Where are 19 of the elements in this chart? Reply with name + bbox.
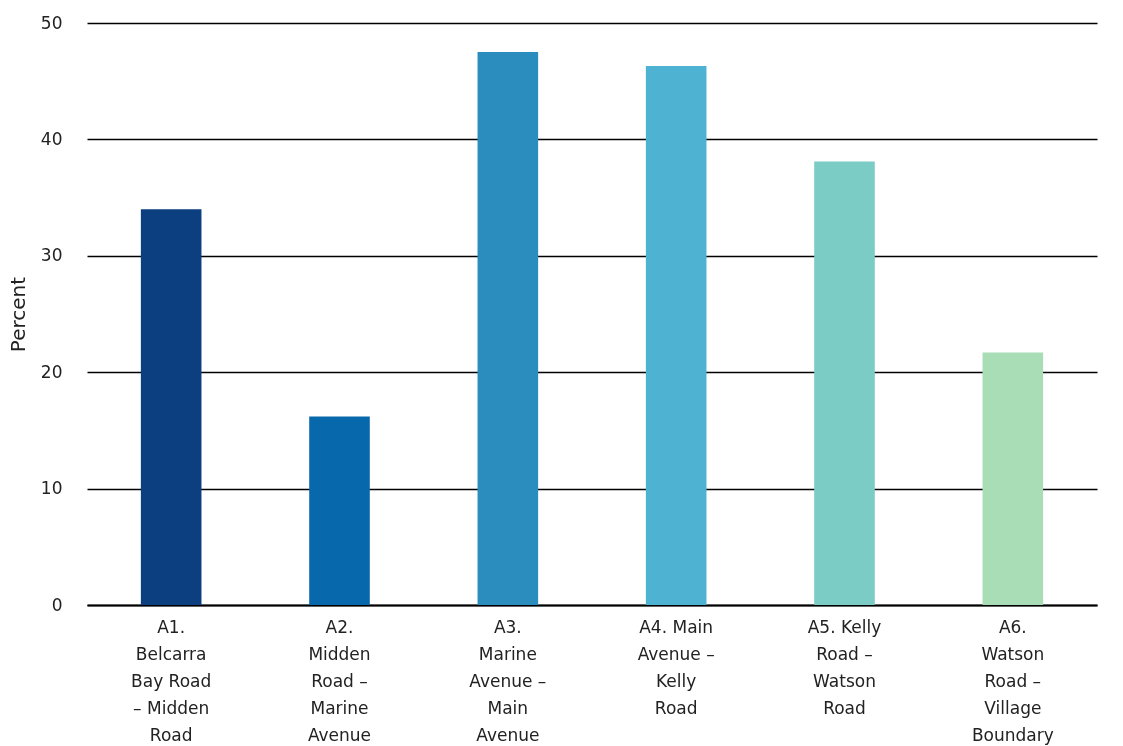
bar xyxy=(982,352,1044,605)
y-tick-label: 50 xyxy=(40,12,63,33)
y-tick-label: 0 xyxy=(51,594,63,615)
bar xyxy=(814,161,875,605)
x-tick-label: A5. Kelly Road – Watson Road xyxy=(807,616,882,718)
x-tick-label: A6. Watson Road – Village Boundary xyxy=(971,616,1054,745)
bar xyxy=(645,66,707,605)
y-axis-title: Percent xyxy=(5,276,30,353)
x-tick-label: A3. Marine Avenue – Main Avenue xyxy=(469,616,547,745)
x-tick-label: A2. Midden Road – Marine Avenue xyxy=(307,616,372,745)
bar xyxy=(140,209,202,605)
y-tick-label: 20 xyxy=(40,361,63,382)
x-tick-label: A1. Belcarra Bay Road – Midden Road xyxy=(131,616,212,745)
x-tick-label: A4. Main Avenue – Kelly Road xyxy=(637,616,715,718)
bar xyxy=(309,416,370,605)
bar xyxy=(477,52,539,605)
y-tick-label: 10 xyxy=(40,478,63,499)
y-tick-label: 40 xyxy=(40,128,63,149)
y-tick-label: 30 xyxy=(40,245,63,266)
